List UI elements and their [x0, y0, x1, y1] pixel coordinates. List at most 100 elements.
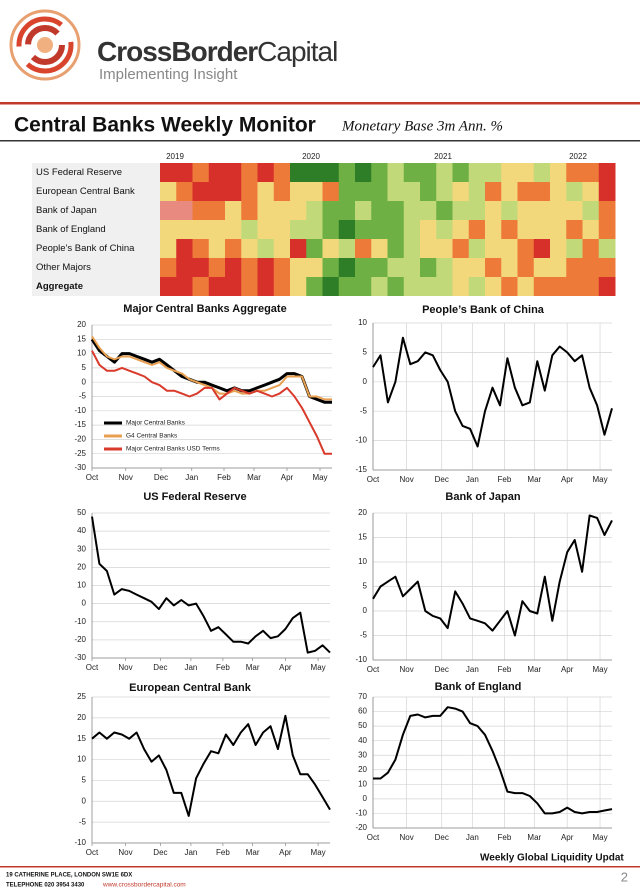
y-tick-label: -20 [355, 823, 367, 832]
website: www.crossbordercapital.com [102, 882, 186, 889]
heatmap-cell [338, 201, 356, 220]
x-tick-label: Feb [498, 833, 512, 842]
y-tick-label: -15 [355, 465, 367, 474]
y-tick-label: 15 [358, 533, 367, 542]
heatmap-cell [598, 258, 616, 277]
heatmap-cell [420, 277, 437, 296]
heatmap-cell [550, 220, 567, 239]
heatmap-cell [371, 239, 388, 258]
heatmap-cell [517, 220, 535, 239]
heatmap-cell [403, 163, 421, 182]
heatmap-cell [533, 220, 551, 239]
year-label: 2020 [302, 152, 320, 161]
heatmap-cell [582, 258, 600, 277]
heatmap-cell [290, 258, 307, 277]
heatmap-cell [517, 163, 535, 182]
y-tick-label: -10 [355, 655, 367, 664]
heatmap-cell [322, 182, 340, 201]
x-tick-label: Nov [399, 833, 413, 842]
heatmap-cell [160, 277, 177, 296]
y-tick-label: 0 [82, 599, 87, 608]
heatmap-cell [566, 201, 583, 220]
x-tick-label: May [312, 473, 327, 482]
heatmap-cell [436, 277, 453, 296]
heatmap-cell [241, 239, 258, 258]
heatmap-cell [468, 258, 486, 277]
y-tick-label: -5 [360, 406, 368, 415]
x-tick-label: Nov [119, 473, 133, 482]
heatmap-cell [452, 258, 470, 277]
heatmap-cell [371, 258, 388, 277]
heatmap-cell [501, 220, 518, 239]
y-tick-label: 0 [82, 796, 87, 805]
heatmap-cell [485, 201, 502, 220]
report-name: Weekly Global Liquidity Updat [480, 853, 624, 864]
y-tick-label: -15 [74, 420, 86, 429]
heatmap-cell [403, 239, 421, 258]
heatmap-cell [468, 201, 486, 220]
heatmap-cell [387, 258, 405, 277]
y-tick-label: 5 [363, 348, 368, 357]
heatmap-cell [273, 258, 291, 277]
heatmap-cell [208, 277, 226, 296]
x-tick-label: Nov [118, 663, 132, 672]
heatmap-cell [290, 239, 307, 258]
heatmap-cell [420, 163, 437, 182]
heatmap-cell [160, 220, 177, 239]
heatmap-cell [322, 163, 340, 182]
heatmap-cell [257, 239, 275, 258]
heatmap-cell [566, 220, 583, 239]
brand: CrossBorderCapital [97, 36, 337, 67]
logo [9, 9, 81, 81]
heatmap-cell [468, 239, 486, 258]
chart-title: Major Central Banks Aggregate [123, 303, 286, 315]
heatmap-cell [452, 163, 470, 182]
x-tick-label: Feb [498, 475, 512, 484]
y-tick-label: 20 [77, 562, 86, 571]
heatmap-cell [176, 163, 193, 182]
heatmap-cell [225, 239, 242, 258]
heatmap-cell [241, 258, 258, 277]
y-tick-label: -5 [79, 392, 87, 401]
series-line [372, 514, 613, 637]
x-tick-label: Oct [367, 475, 380, 484]
year-label: 2022 [569, 152, 587, 161]
heatmap-cell [550, 258, 567, 277]
heatmap-cell [387, 220, 405, 239]
y-tick-label: 70 [358, 692, 367, 701]
heatmap-cell [501, 258, 518, 277]
heatmap-cell [338, 277, 356, 296]
heatmap-cell [208, 239, 226, 258]
heatmap-cell [566, 182, 583, 201]
heatmap-cell [533, 163, 551, 182]
x-tick-label: Dec [435, 833, 449, 842]
heatmap-cell [208, 201, 226, 220]
legend-label: Major Central Banks [126, 420, 186, 427]
heatmap-cell [436, 258, 453, 277]
heatmap-cell [452, 201, 470, 220]
heatmap-cell [371, 201, 388, 220]
heatmap-cell [192, 220, 210, 239]
heatmap-cell [225, 182, 242, 201]
heatmap-cell [257, 220, 275, 239]
x-tick-label: Mar [246, 663, 260, 672]
tagline: Implementing Insight [99, 66, 238, 83]
logo-ring [16, 16, 74, 74]
brand-bold: CrossBorder [97, 36, 258, 67]
heatmap-cell [533, 182, 551, 201]
x-tick-label: Feb [217, 473, 231, 482]
heatmap-row-label: Other Majors [36, 262, 91, 273]
title-rule [0, 140, 640, 142]
y-tick-label: -10 [355, 809, 367, 818]
heatmap-cell [387, 182, 405, 201]
y-tick-label: 10 [358, 557, 367, 566]
x-tick-label: Mar [527, 833, 541, 842]
heatmap-cell [355, 163, 372, 182]
heatmap-cell [160, 201, 177, 220]
x-tick-label: Jan [466, 665, 479, 674]
heatmap-cell [355, 201, 372, 220]
heatmap-cell [582, 163, 600, 182]
heatmap-cell [241, 220, 258, 239]
page-number: 2 [621, 869, 628, 884]
